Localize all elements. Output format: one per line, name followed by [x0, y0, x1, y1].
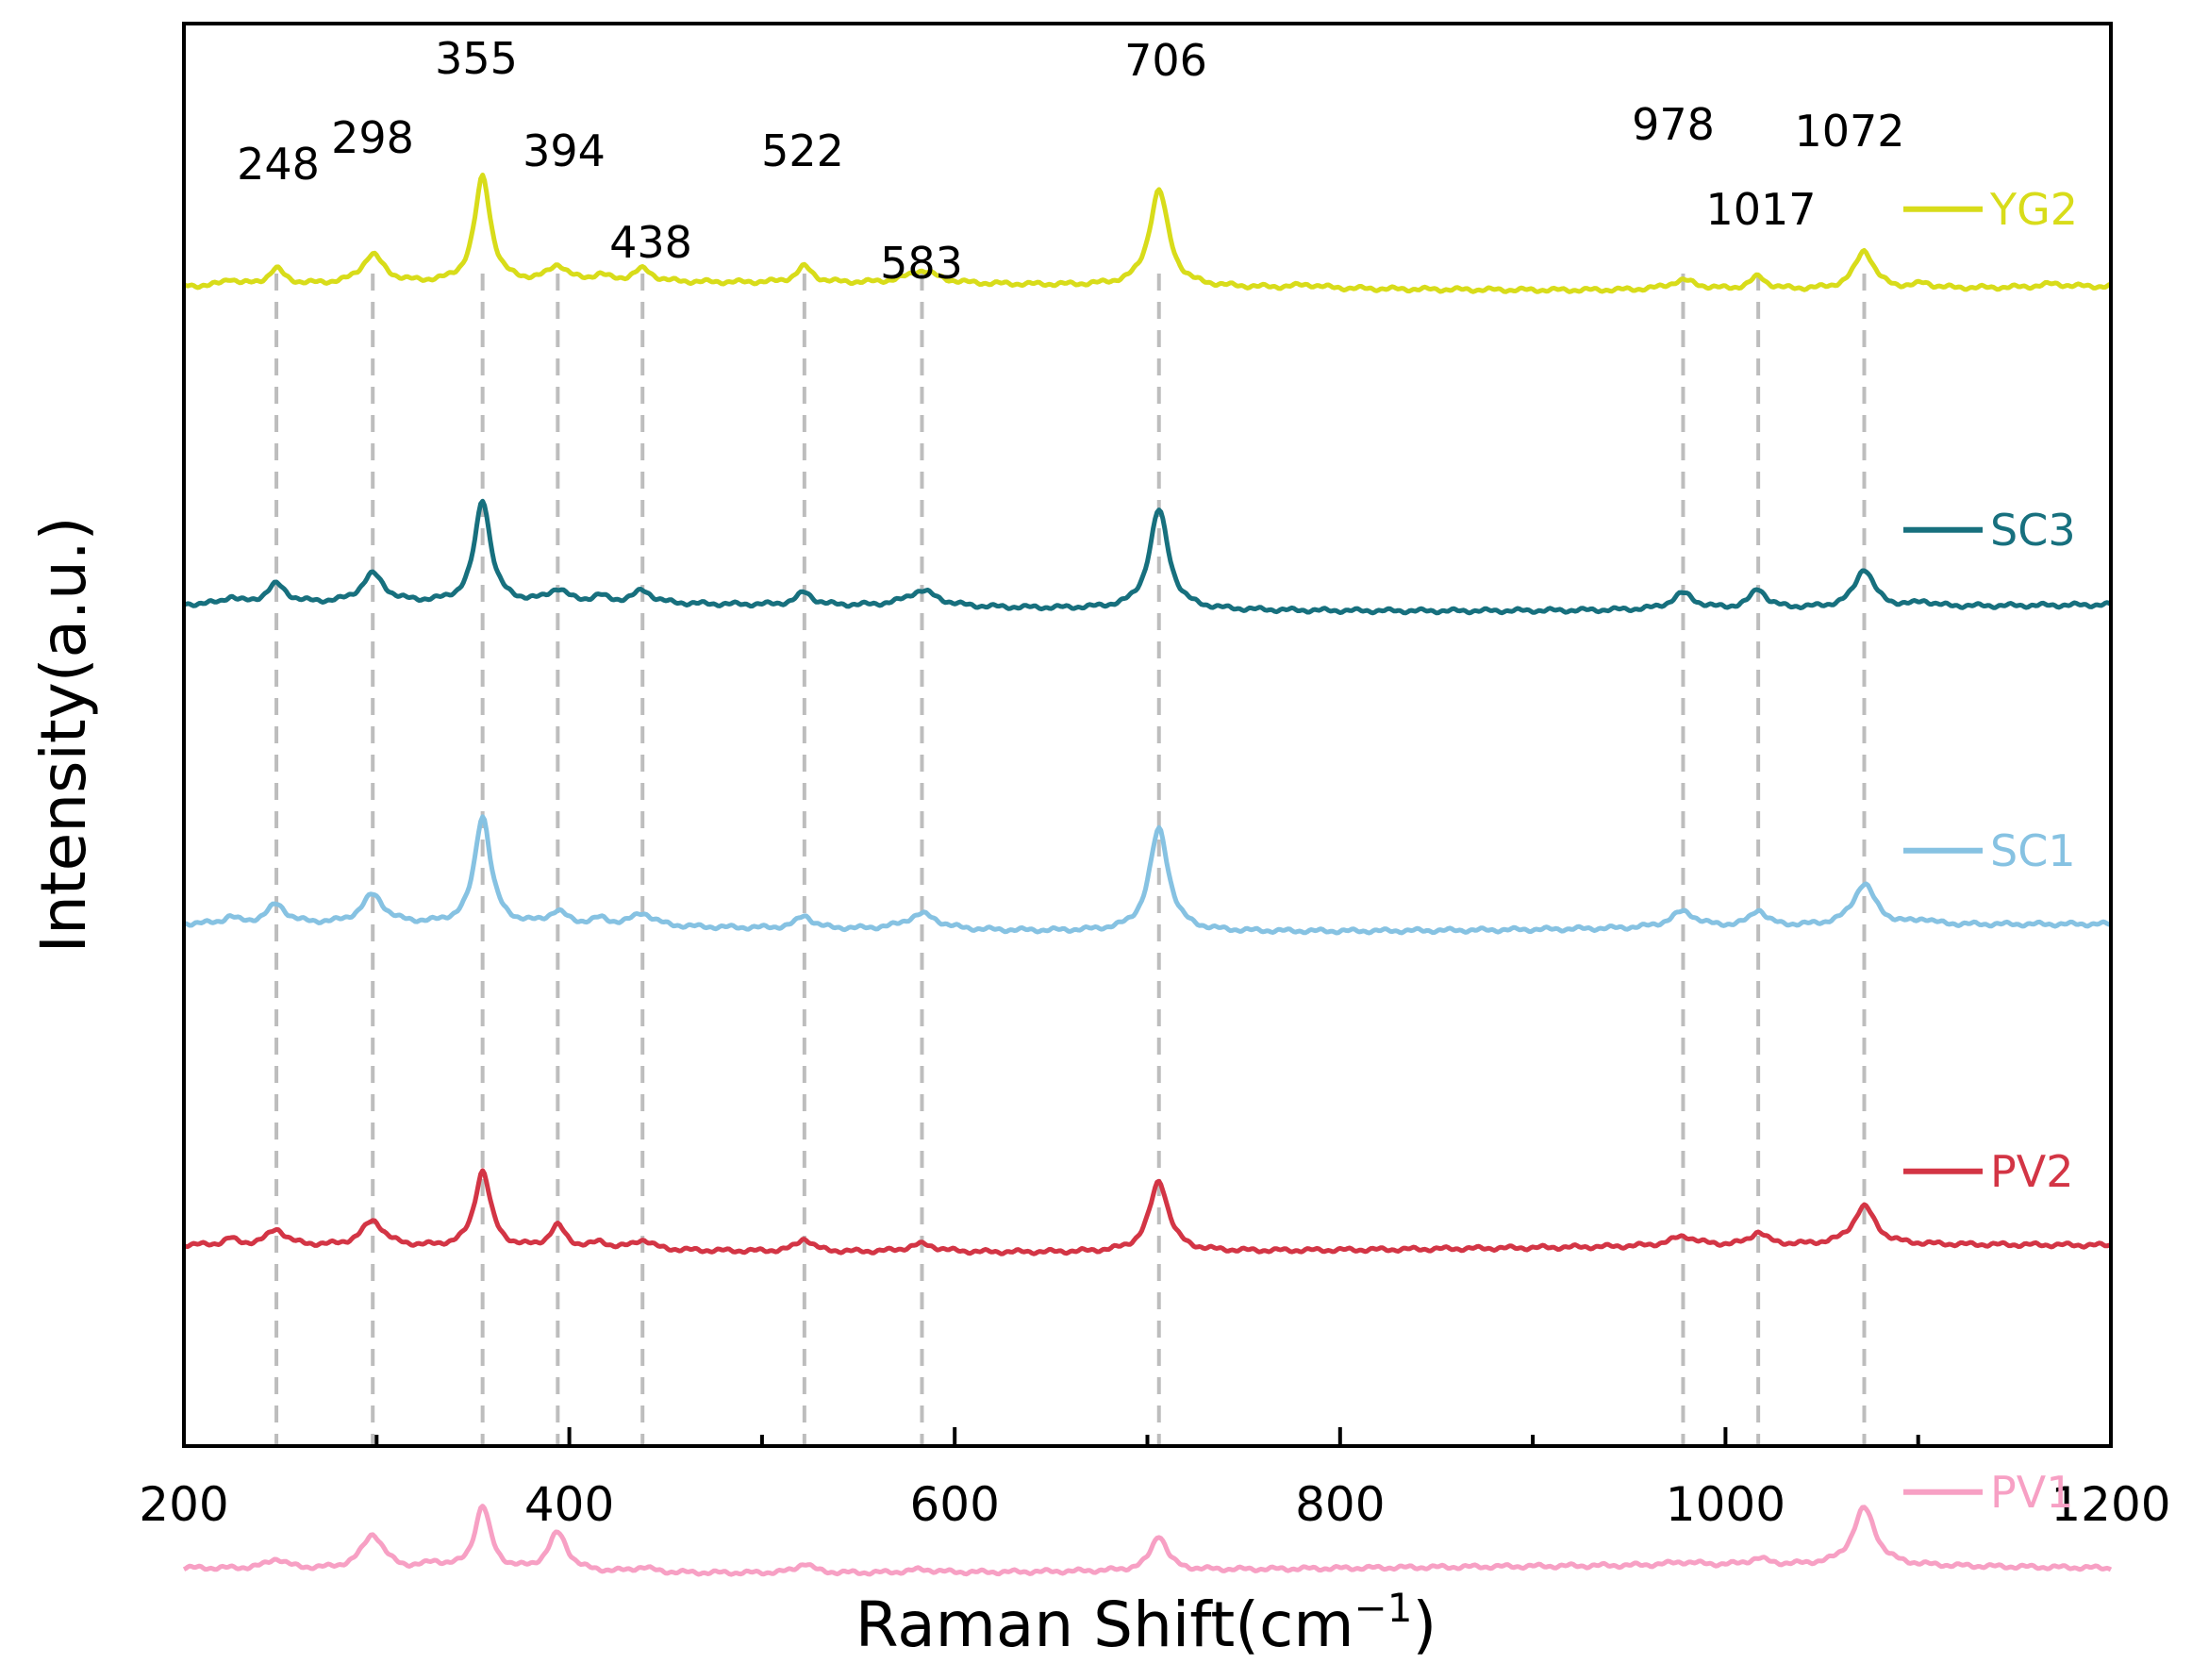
- series-line-yg2: [182, 173, 2112, 294]
- legend-label-sc1: SC1: [1990, 825, 2076, 876]
- peak-label-1017: 1017: [1705, 184, 1816, 235]
- x-tick-label-1000: 1000: [1666, 1477, 1785, 1532]
- legend-label-pv2: PV2: [1990, 1146, 2073, 1197]
- series-line-pv2: [182, 1168, 2112, 1256]
- x-tick-label-400: 400: [524, 1477, 614, 1532]
- legend-label-pv1: PV1: [1990, 1467, 2073, 1518]
- x-tick-label-800: 800: [1295, 1477, 1385, 1532]
- peak-label-1072: 1072: [1794, 106, 1904, 157]
- x-tick-label-200: 200: [139, 1477, 228, 1532]
- y-axis-title: Intensity(a.u.): [27, 517, 100, 954]
- x-tick-label-600: 600: [909, 1477, 999, 1532]
- series-line-sc1: [183, 814, 2112, 936]
- series-line-sc3: [183, 498, 2113, 616]
- legend-label-sc3: SC3: [1990, 505, 2076, 556]
- peak-label-248: 248: [237, 139, 320, 190]
- peak-marker-layer: [274, 274, 1867, 1446]
- peak-label-438: 438: [609, 217, 692, 268]
- legend-label-yg2: YG2: [1989, 184, 2078, 235]
- peak-label-706: 706: [1124, 35, 1207, 86]
- x-axis-title: Raman Shift(cm−1): [855, 1585, 1436, 1661]
- legend: YG2 SC3 SC1 PV2 PV1: [1903, 184, 2078, 1518]
- x-axis: 200 400 600 800 1000 1200: [139, 1427, 2171, 1532]
- peak-label-522: 522: [761, 125, 844, 176]
- peak-label-355: 355: [435, 33, 518, 84]
- series-line-pv1: [182, 1504, 2113, 1577]
- peak-label-978: 978: [1632, 99, 1715, 150]
- peak-label-298: 298: [331, 112, 414, 163]
- x-tick-label-1200: 1200: [2051, 1477, 2170, 1532]
- peak-label-394: 394: [523, 125, 606, 176]
- peak-label-583: 583: [880, 238, 963, 289]
- series-layer: [182, 173, 2113, 1577]
